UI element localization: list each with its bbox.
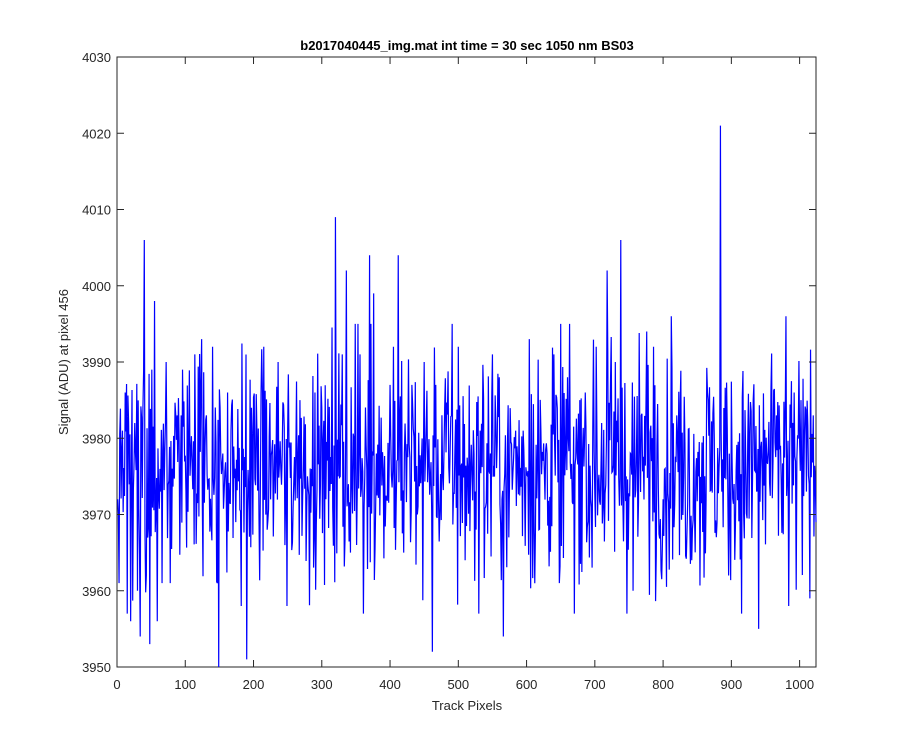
x-tick-label: 600 bbox=[516, 677, 538, 692]
series-layer bbox=[117, 125, 817, 668]
y-tick-label: 3970 bbox=[82, 508, 111, 523]
x-tick-label: 800 bbox=[652, 677, 674, 692]
plot-title: b2017040445_img.mat int time = 30 sec 10… bbox=[300, 38, 634, 53]
y-tick-label: 3960 bbox=[82, 584, 111, 599]
x-axis-ticks: 0 100 200 300 400 500 600 700 800 900 1000 bbox=[113, 57, 814, 692]
x-tick-label: 900 bbox=[721, 677, 743, 692]
y-tick-label: 3980 bbox=[82, 431, 111, 446]
x-tick-label: 300 bbox=[311, 677, 333, 692]
y-axis-ticks: 3950 3960 3970 3980 3990 4000 4010 4020 4030 bbox=[82, 50, 816, 675]
plot-area: 0 100 200 300 400 500 600 700 800 900 1000 3950 396… bbox=[82, 50, 817, 692]
x-tick-label: 1000 bbox=[785, 677, 814, 692]
y-tick-label: 4000 bbox=[82, 279, 111, 294]
x-tick-label: 0 bbox=[113, 677, 120, 692]
y-tick-label: 3950 bbox=[82, 660, 111, 675]
x-tick-label: 200 bbox=[243, 677, 265, 692]
y-tick-label: 3990 bbox=[82, 355, 111, 370]
x-tick-label: 700 bbox=[584, 677, 606, 692]
y-tick-label: 4030 bbox=[82, 50, 111, 65]
x-tick-label: 400 bbox=[379, 677, 401, 692]
axes-box bbox=[116, 56, 817, 668]
x-tick-label: 500 bbox=[447, 677, 469, 692]
y-tick-label: 4020 bbox=[82, 126, 111, 141]
y-axis-title: Signal (ADU) at pixel 456 bbox=[56, 289, 71, 435]
x-tick-label: 100 bbox=[174, 677, 196, 692]
x-axis-title: Track Pixels bbox=[432, 698, 503, 713]
signal-line-series bbox=[117, 125, 817, 668]
y-tick-label: 4010 bbox=[82, 203, 111, 218]
